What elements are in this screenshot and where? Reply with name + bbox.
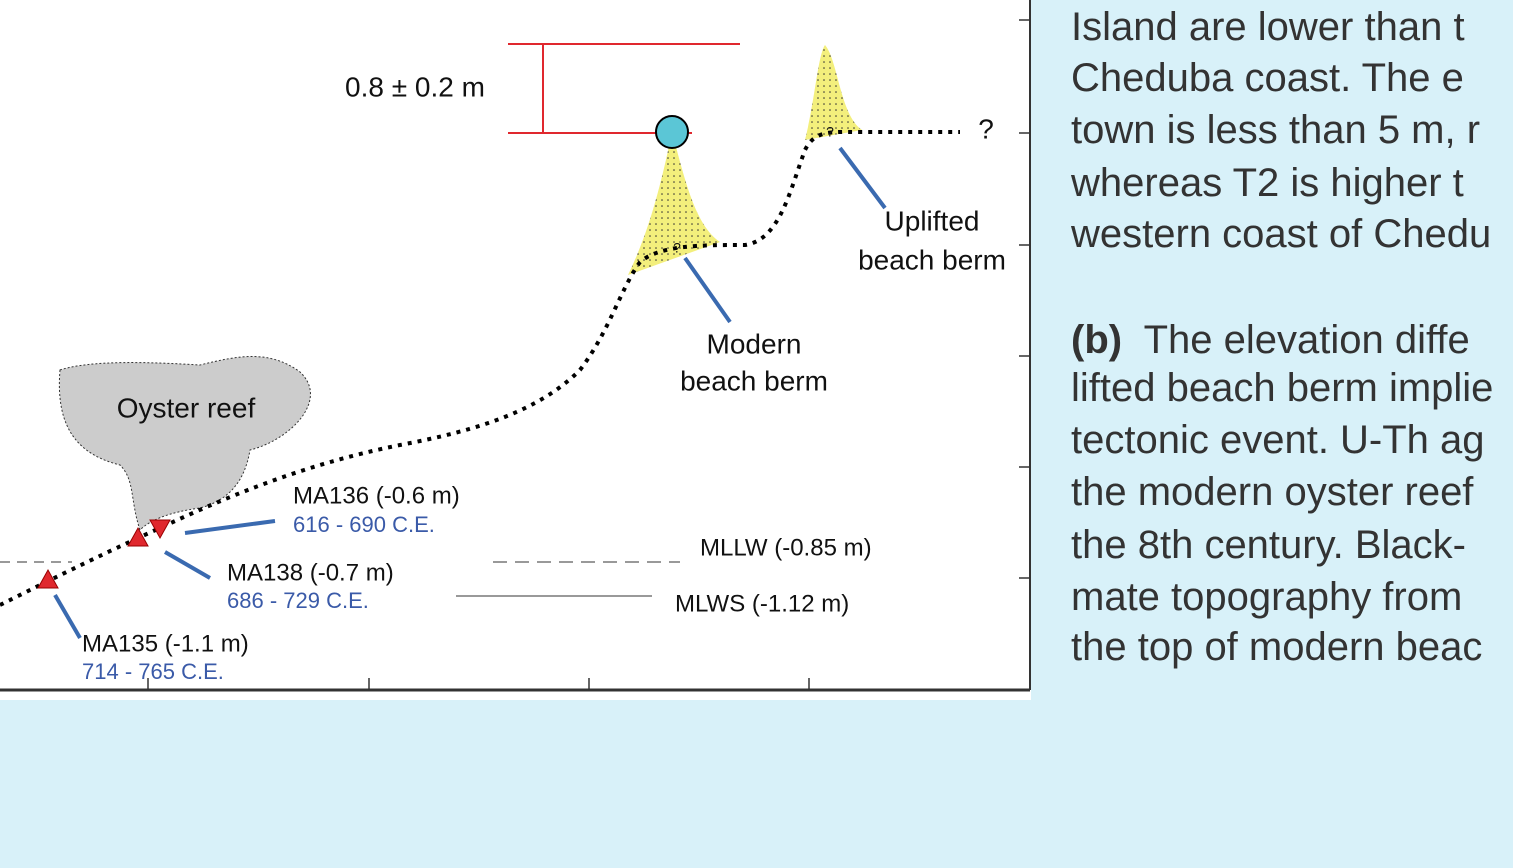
unknown-mark: ?: [978, 113, 994, 144]
text-span: The elevation diffe: [1144, 318, 1470, 362]
text-line: the modern oyster reef: [1071, 467, 1473, 517]
sample-age: 616 - 690 C.E.: [293, 512, 435, 537]
text-line: town is less than 5 m, r: [1071, 105, 1480, 155]
text-line: (b) The elevation diffe: [1071, 315, 1470, 365]
paragraph-marker: (b): [1071, 318, 1122, 362]
text-line: western coast of Chedu: [1071, 209, 1491, 259]
unknown-mark: ?: [673, 240, 681, 256]
tide-label: MLLW (-0.85 m): [700, 534, 872, 561]
berm-label: Uplifted: [885, 205, 980, 236]
body-text: Island are lower than t Cheduba coast. T…: [1071, 0, 1513, 868]
page: 0.8 ± 0.2 m ? ? ? Modern beach berm Upli…: [0, 0, 1513, 868]
text-line: the 8th century. Black-: [1071, 520, 1466, 570]
unknown-mark: ?: [826, 124, 834, 140]
figure-bg: [0, 0, 1031, 700]
text-line: lifted beach berm implie: [1071, 363, 1493, 413]
berm-label: Modern: [707, 328, 802, 359]
text-line: Island are lower than t: [1071, 2, 1465, 52]
text-line: mate topography from: [1071, 572, 1462, 622]
measurement: 0.8 ± 0.2 m: [345, 71, 485, 102]
marker-circle: [656, 116, 688, 148]
sample-name: MA138 (-0.7 m): [227, 559, 394, 586]
sample-name: MA136 (-0.6 m): [293, 482, 460, 509]
sample-age: 714 - 765 C.E.: [82, 659, 224, 684]
text-line: the top of modern beac: [1071, 622, 1482, 672]
text-line: Cheduba coast. The e: [1071, 53, 1464, 103]
sample-age: 686 - 729 C.E.: [227, 588, 369, 613]
tide-label: MLWS (-1.12 m): [675, 590, 849, 617]
reef-label: Oyster reef: [117, 392, 256, 423]
text-line: tectonic event. U-Th ag: [1071, 415, 1485, 465]
berm-label: beach berm: [680, 365, 828, 396]
sample-name: MA135 (-1.1 m): [82, 630, 249, 657]
berm-label: beach berm: [858, 244, 1006, 275]
text-line: whereas T2 is higher t: [1071, 158, 1464, 208]
figure: 0.8 ± 0.2 m ? ? ? Modern beach berm Upli…: [0, 0, 1031, 700]
